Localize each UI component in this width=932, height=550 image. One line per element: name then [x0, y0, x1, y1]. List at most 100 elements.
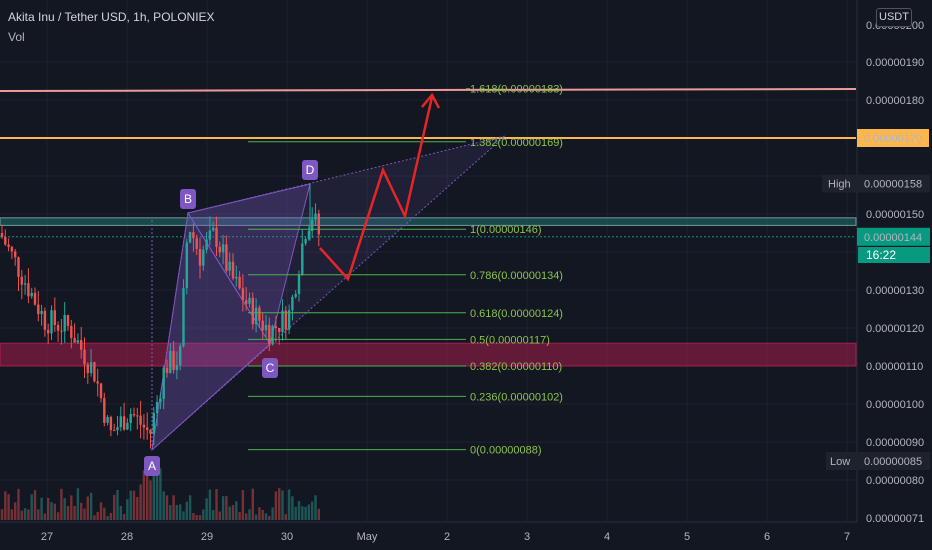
volume-bar [50, 502, 53, 520]
volume-bar [235, 501, 238, 520]
volume-bar [122, 514, 126, 520]
candle-body [119, 416, 122, 428]
volume-bar [278, 488, 281, 520]
fib-label: 0.236(0.00000102) [470, 391, 563, 403]
volume-bar [106, 515, 109, 520]
candle-body [43, 310, 47, 330]
volume-bar [228, 506, 231, 520]
volume-bar [119, 505, 122, 520]
pattern-wedge [151, 135, 506, 452]
candle-body [155, 401, 159, 414]
volume-bar [152, 474, 155, 520]
volume-bar [126, 499, 129, 520]
candle-body [169, 351, 172, 373]
candle-body [66, 315, 70, 326]
volume-bar [274, 491, 278, 520]
candle-body [188, 232, 192, 243]
time-tick: 30 [281, 531, 293, 543]
fib-label: 1(0.00000146) [470, 224, 542, 236]
low-badge [826, 452, 930, 470]
volume-bar [248, 509, 251, 520]
volume-bar [43, 513, 47, 520]
candle-body [159, 398, 162, 402]
abcd-pattern [151, 135, 506, 452]
volume-bar [40, 497, 43, 520]
time-axis-bg [0, 522, 932, 550]
price-tick: 0.00000130 [866, 285, 924, 297]
price-tick: 0.00000100 [866, 399, 924, 411]
volume-bar [175, 504, 179, 520]
low-badge-label: Low [830, 456, 850, 468]
candle-body [113, 430, 116, 432]
candle-body [307, 231, 311, 240]
candle-body [139, 415, 142, 425]
candle-body [301, 243, 304, 275]
candle-body [93, 362, 96, 382]
pattern-point-d-badge [302, 160, 318, 180]
candle-body [132, 414, 136, 416]
fib-label: 0.382(0.00000110) [470, 361, 562, 373]
candle-body [80, 340, 83, 350]
volume-bar [314, 495, 317, 520]
volume-bar [212, 510, 215, 520]
volume-bar [311, 501, 314, 520]
volume-bar [37, 509, 40, 520]
volume-bar [53, 503, 56, 520]
volume-bar [83, 508, 86, 520]
candle-body [212, 227, 215, 231]
candle-body [195, 238, 198, 249]
candle-body [297, 274, 301, 294]
volume-bar [146, 472, 149, 520]
time-tick: 6 [764, 531, 770, 543]
price-tick: 0.00000190 [866, 57, 924, 69]
volume-bar [261, 509, 264, 520]
volume-bar [63, 498, 66, 520]
candle-body [264, 324, 268, 331]
volume-bar [268, 515, 271, 520]
candlesticks [0, 183, 320, 449]
pattern-point-labels: A B C D [144, 160, 318, 476]
candle-body [202, 249, 205, 266]
volume-bar [103, 507, 106, 520]
volume-bar [195, 515, 198, 520]
high-badge-value: 0.00000158 [864, 179, 922, 191]
candle-body [254, 307, 258, 325]
candle-body [185, 242, 188, 289]
horizontal-lines [0, 88, 857, 238]
volume-bar [14, 502, 17, 520]
last-price-badge [857, 227, 930, 246]
volume-bar [182, 511, 185, 520]
price-tick: 0.00000150 [866, 209, 924, 221]
candle-body [231, 261, 235, 279]
volume-bar [208, 489, 212, 520]
candle-body [47, 329, 50, 334]
chart-title: Akita Inu / Tether USD, 1h, POLONIEX [8, 10, 215, 24]
candle-body [109, 416, 113, 431]
projection-arrowhead [421, 92, 441, 109]
volume-bars [0, 468, 320, 520]
volume-bar [287, 489, 291, 520]
candle-body [83, 349, 86, 365]
volume-bar [10, 509, 14, 520]
price-axis: 0.00000190 0.00000180 0.00000150 0.00000130… [822, 0, 932, 550]
volume-bar [241, 490, 245, 520]
currency-button[interactable]: USDT [876, 8, 912, 27]
volume-bar [116, 489, 119, 520]
support-zone [0, 342, 857, 367]
volume-bar [317, 508, 320, 520]
time-tick: 7 [844, 531, 850, 543]
pattern-point-d: D [306, 163, 315, 177]
volume-bar [205, 498, 208, 520]
time-tick: 2 [444, 531, 450, 543]
candle-body [245, 300, 248, 304]
candle-body [20, 276, 23, 285]
volume-bar [0, 509, 4, 520]
candle-body [251, 297, 254, 325]
candle-body [149, 430, 152, 434]
candle-body [261, 320, 264, 331]
candle-body [0, 233, 4, 238]
pattern-point-b-badge [180, 189, 196, 209]
volume-bar [47, 497, 50, 520]
time-tick: May [357, 531, 378, 543]
